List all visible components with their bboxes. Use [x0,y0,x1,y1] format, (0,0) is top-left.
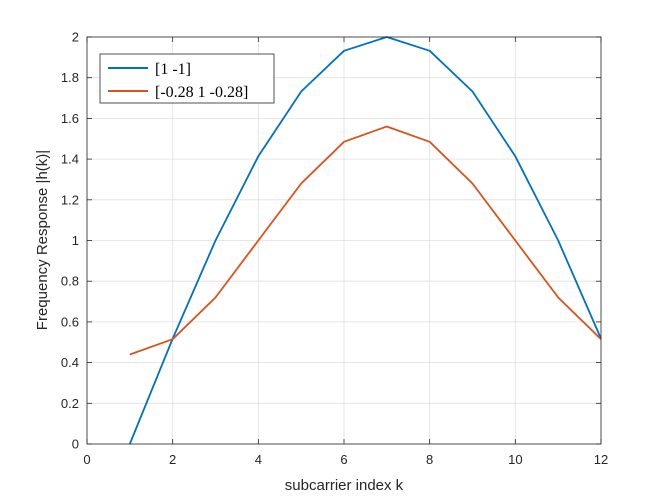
ticks [86,36,602,445]
tick-labels: 0 2 4 6 8 10 12 0 0.2 0.4 0.6 0.8 1 1.2 1.4 1.6 1.8 2 [61,30,608,468]
series-line-2 [129,125,602,356]
y-tick-label: 2 [72,30,79,45]
y-tick-label: 0.8 [61,274,79,289]
x-axis-label: subcarrier index k [285,477,404,494]
x-tick-label: 12 [594,452,608,467]
legend-box [99,53,275,104]
y-tick-label: 1.4 [61,152,79,167]
y-tick-label: 0.2 [61,396,79,411]
legend-label-series-1: [1 -1] [155,61,191,78]
y-tick-label: 1.8 [61,70,79,85]
series-line-1 [128,36,602,445]
y-tick-label: 1 [72,233,79,248]
x-tick-label: 4 [255,452,262,467]
y-tick-label: 1.2 [61,192,79,207]
y-tick-label: 0 [72,437,79,452]
y-tick-label: 0.6 [61,314,79,329]
y-tick-label: 1.6 [61,111,79,126]
legend-label-series-2: [-0.28 1 -0.28] [155,84,248,101]
y-tick-label: 0.4 [61,355,79,370]
x-tick-label: 10 [508,452,522,467]
x-tick-label: 8 [426,452,433,467]
series-lines [128,36,602,445]
x-tick-label: 0 [83,452,90,467]
legend: [1 -1] [-0.28 1 -0.28] [99,53,275,104]
x-tick-label: 6 [340,452,347,467]
y-axis-label: Frequency Response |h(k)| [34,150,51,330]
x-tick-label: 2 [169,452,176,467]
